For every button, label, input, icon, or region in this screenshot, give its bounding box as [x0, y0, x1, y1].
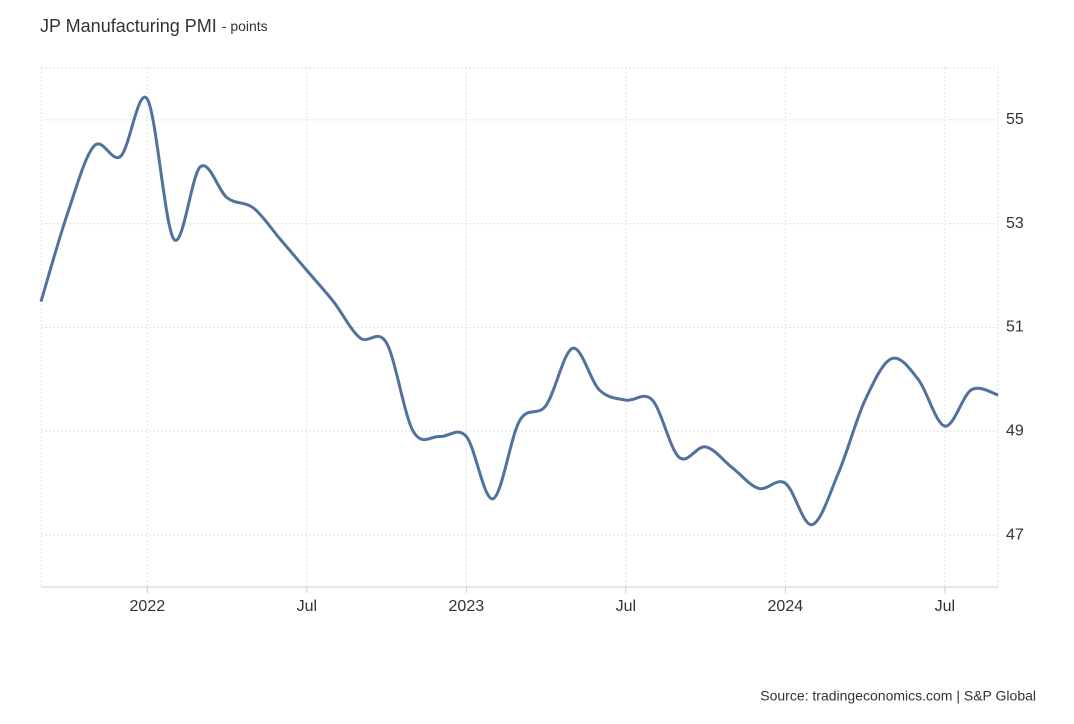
- x-tick-label: Jul: [616, 598, 636, 615]
- x-tick-label: 2024: [768, 598, 804, 615]
- chart-title: JP Manufacturing PMI - points: [40, 16, 268, 36]
- line: [39, 95, 999, 527]
- title: JP Manufacturing PMI: [40, 16, 217, 36]
- x-tick-label: 2023: [449, 598, 485, 615]
- y-tick-label: 47: [1006, 526, 1024, 543]
- subtitle: - points: [222, 18, 268, 34]
- y-tick-label: 51: [1006, 319, 1024, 336]
- x-tick-label: Jul: [935, 598, 955, 615]
- x-tick-label: Jul: [297, 598, 317, 615]
- source: Source: tradingeconomics.com | S&P Globa…: [760, 688, 1036, 704]
- y-tick-label: 53: [1006, 215, 1024, 232]
- x-tick-label: 2022: [130, 598, 166, 615]
- y-tick-label: 55: [1006, 111, 1024, 128]
- y-tick-label: 49: [1006, 423, 1024, 440]
